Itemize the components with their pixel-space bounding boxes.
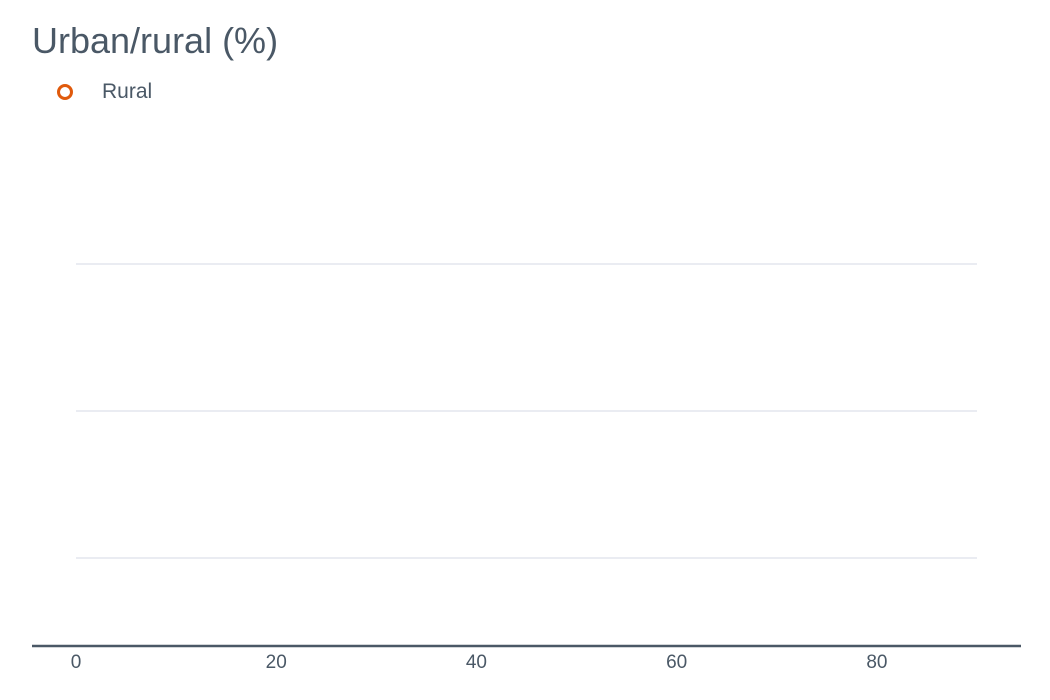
chart-title: Urban/rural (%) bbox=[32, 20, 279, 61]
legend-rural-marker-icon bbox=[57, 84, 73, 100]
legend-rural-label: Rural bbox=[102, 80, 153, 103]
x-tick-label-20: 20 bbox=[266, 652, 287, 673]
x-tick-label-80: 80 bbox=[866, 652, 887, 673]
x-tick-label-40: 40 bbox=[466, 652, 487, 673]
chart-legend: Rural bbox=[57, 78, 152, 106]
x-tick-label-60: 60 bbox=[666, 652, 687, 673]
x-tick-label-0: 0 bbox=[71, 652, 82, 673]
